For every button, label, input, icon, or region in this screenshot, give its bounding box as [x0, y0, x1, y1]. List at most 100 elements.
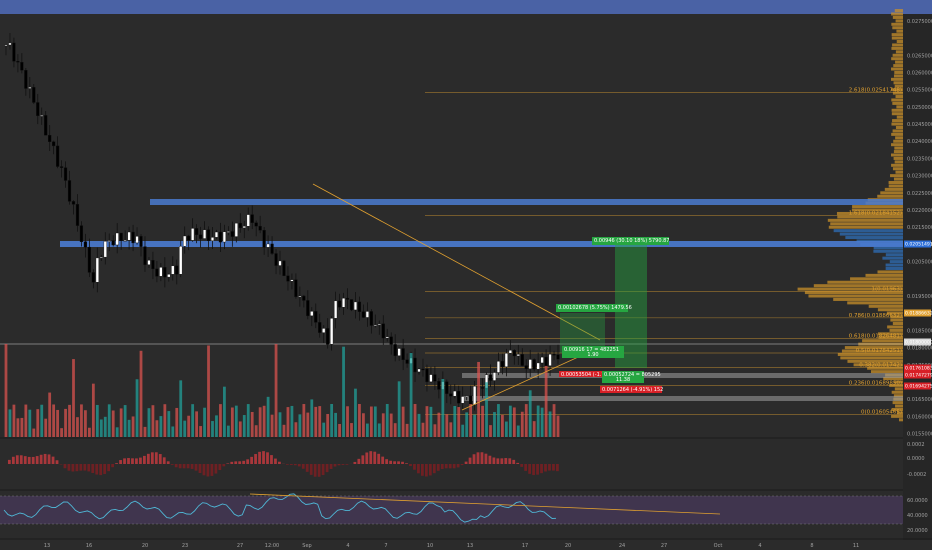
volume-bar [445, 414, 449, 437]
volume-bar [40, 404, 44, 437]
volume-bar [171, 426, 175, 437]
macd-bar [178, 464, 182, 469]
macd-bar [274, 458, 277, 464]
volume-bar [493, 412, 496, 437]
candle [369, 311, 373, 326]
candle [107, 240, 111, 242]
macd-bar [528, 464, 532, 474]
volume-profile-bar [856, 239, 903, 243]
volume-profile-bar [891, 390, 903, 394]
volume-bar [334, 412, 338, 437]
macd-bar [206, 464, 210, 477]
candle [206, 229, 211, 241]
volume-bar [195, 411, 199, 437]
price-tag [904, 309, 931, 317]
candle [163, 267, 167, 278]
volume-profile-bar [891, 98, 903, 102]
candle [544, 356, 548, 366]
candle [334, 300, 338, 319]
candle [127, 231, 131, 241]
macd-bar [87, 464, 91, 472]
price-tick-label: 0.02050000 [907, 260, 932, 266]
candle [24, 70, 28, 89]
volume-bar [326, 414, 330, 437]
volume-profile-bar [895, 50, 903, 54]
price-tick-label: 0.02500000 [907, 105, 932, 111]
volume-bar [362, 413, 365, 437]
price-tick-label: 0.02300000 [907, 174, 932, 180]
volume-bar [421, 422, 425, 437]
price-tag-label: 0.01886632 [905, 311, 932, 317]
volume-profile-bar [850, 277, 903, 281]
macd-bar [393, 461, 396, 464]
candle [242, 226, 246, 229]
rsi-line [3, 493, 557, 523]
volume-profile-bar [893, 74, 903, 78]
candle [465, 395, 469, 397]
date-tick-label: Oct [714, 543, 723, 549]
volume-bar [246, 404, 250, 437]
volume-bar [199, 426, 202, 437]
macd-bar [317, 464, 321, 477]
macd-bar [39, 454, 43, 464]
macd-bar [107, 464, 111, 472]
range-box [556, 304, 628, 312]
macd-bar [417, 464, 420, 474]
macd-bar [460, 464, 464, 466]
macd-bar [127, 458, 130, 464]
volume-profile-bar [837, 352, 903, 356]
volume-profile-bar [893, 150, 903, 154]
volume-profile-bar [891, 108, 903, 112]
price-tick-label: 0.01850000 [907, 328, 932, 334]
date-tick-label: 10 [427, 543, 433, 549]
volume-profile-bar [891, 163, 903, 167]
volume-profile-bar [895, 170, 903, 174]
macd-bar [476, 452, 480, 464]
candle [492, 372, 497, 381]
volume-profile-bar [833, 229, 903, 233]
range-box [559, 371, 613, 377]
volume-profile-bar [896, 29, 903, 33]
volume-bar [16, 418, 20, 437]
volume-bar [64, 408, 67, 437]
volume-bar [556, 415, 560, 437]
date-tick-label: 20 [142, 543, 148, 549]
price-tick-label: 0.01800000 [907, 346, 932, 352]
candle [500, 361, 505, 367]
candle [330, 318, 334, 345]
candle [373, 324, 377, 327]
candle [469, 395, 473, 406]
macd-bar [540, 464, 543, 474]
price-tag [904, 240, 931, 248]
candle [175, 265, 179, 275]
candle [222, 231, 227, 243]
macd-bar [373, 451, 377, 464]
price-tag [904, 382, 931, 390]
price-tick-label: 0.02450000 [907, 122, 932, 128]
candle [496, 361, 501, 373]
macd-bar [143, 455, 146, 464]
fib-level-label: 0.786(0.01886632) [849, 313, 902, 319]
volume-bar [516, 425, 520, 437]
volume-bar [346, 406, 349, 437]
volume-bar [425, 406, 429, 437]
volume-profile-bar [888, 184, 903, 188]
macd-bar [325, 464, 329, 473]
volume-profile-bar [892, 43, 903, 47]
macd-bar [43, 453, 47, 464]
volume-profile-bar [833, 297, 903, 301]
candle [115, 232, 119, 246]
volume-bar [119, 408, 123, 437]
volume-bar [338, 423, 341, 437]
volume-profile-bar [891, 77, 903, 81]
volume-bar [354, 388, 357, 437]
macd-bar [409, 464, 412, 467]
date-tick-label: 24 [619, 543, 625, 549]
rsi-band [0, 496, 903, 524]
volume-bar [262, 405, 266, 437]
price-tag-label: 0.01761083 [905, 366, 932, 372]
macd-bar [166, 461, 170, 464]
macd-bar [385, 459, 389, 464]
price-axis-background [903, 14, 932, 540]
